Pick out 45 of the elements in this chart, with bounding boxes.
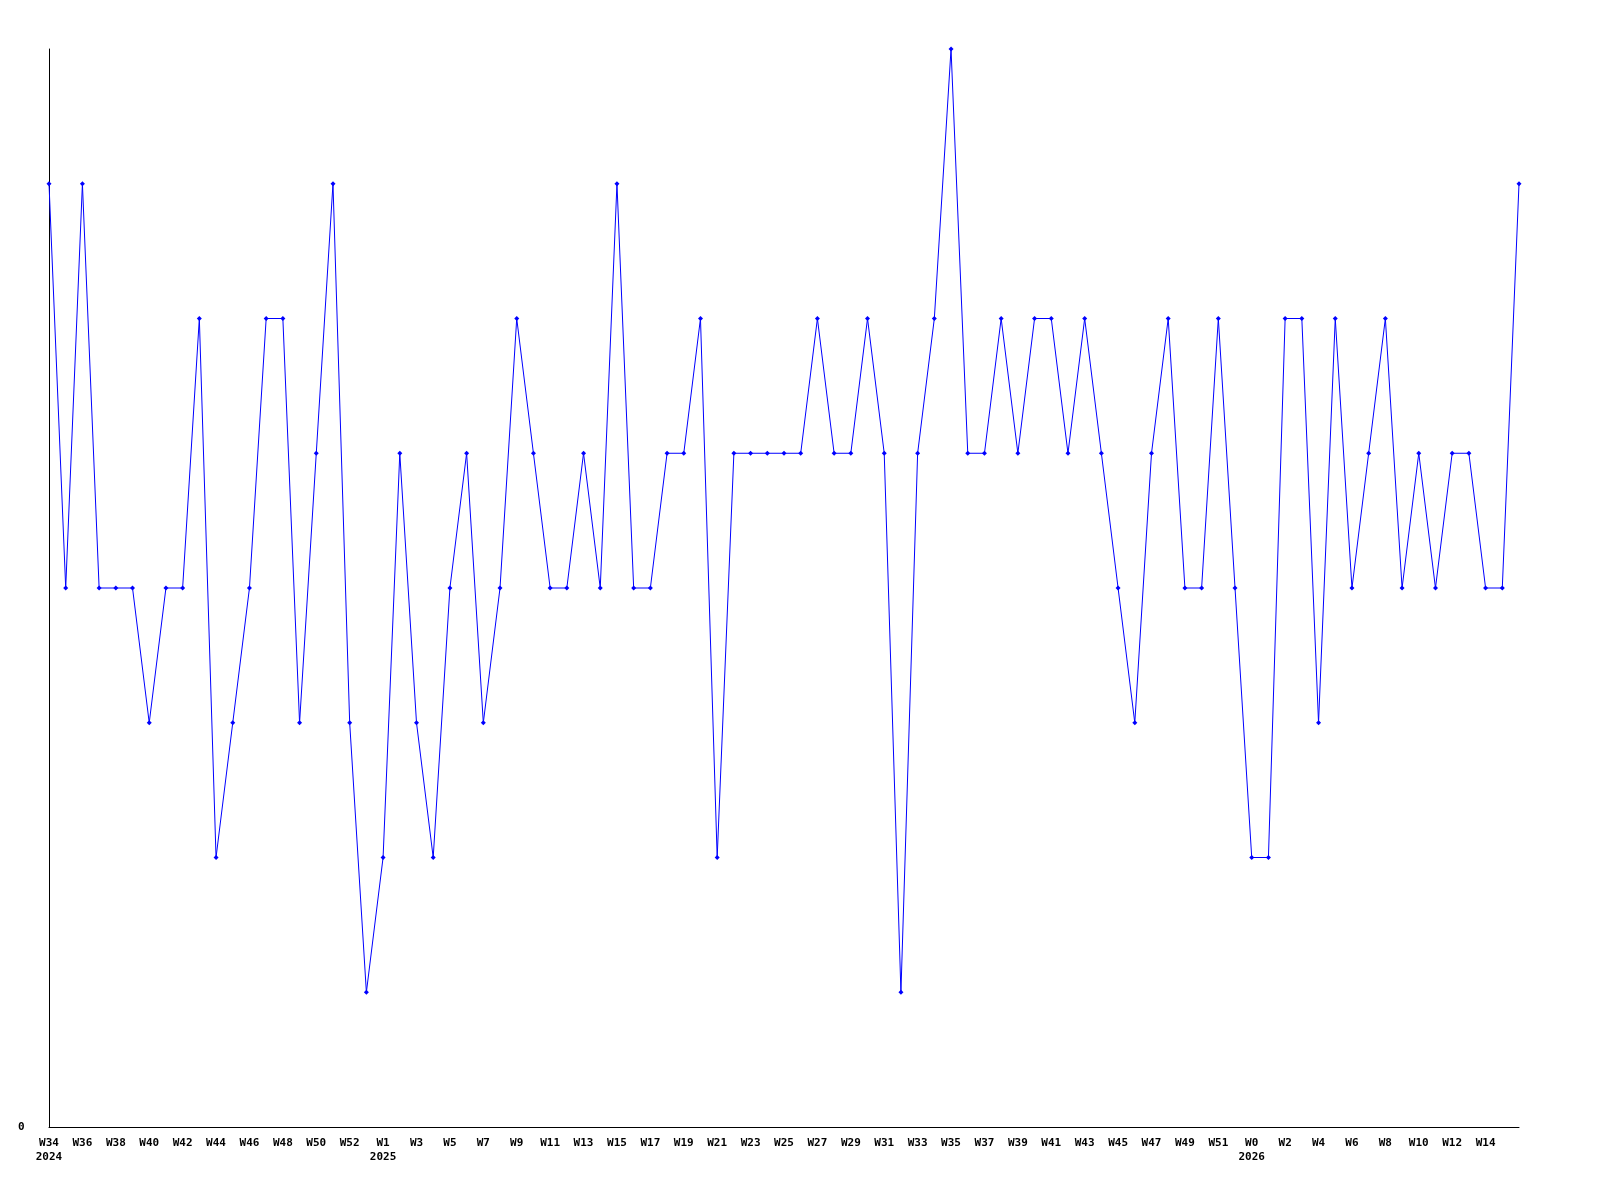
x-tick-label: W3 (409, 1135, 424, 1149)
x-tick-label: W40 (139, 1135, 160, 1149)
x-tick-label: W34 2024 (35, 1135, 63, 1163)
x-tick-label: W29 (840, 1135, 861, 1149)
x-tick-label: W36 (72, 1135, 93, 1149)
x-tick-label: W25 (774, 1135, 794, 1149)
x-tick-label: W43 (1074, 1135, 1095, 1149)
x-tick-label: W0 2026 (1238, 1135, 1266, 1163)
x-tick-label: W9 (510, 1135, 524, 1149)
x-tick-label: W33 (907, 1135, 928, 1149)
x-tick-label: W46 (239, 1135, 260, 1149)
x-tick-label: W15 (607, 1135, 627, 1149)
x-tick-label: W2 (1278, 1135, 1292, 1149)
x-tick-label: W12 (1442, 1135, 1463, 1149)
x-tick-label: W13 (573, 1135, 594, 1149)
x-tick-label: W35 (941, 1135, 961, 1149)
x-tick-label: W41 (1041, 1135, 1062, 1149)
x-tick-label: W5 (443, 1135, 457, 1149)
x-tick-label: W23 (740, 1135, 761, 1149)
x-tick-label: W42 (172, 1135, 193, 1149)
x-tick-label: W48 (272, 1135, 293, 1149)
x-tick-label: W39 (1007, 1135, 1028, 1149)
x-tick-label: W19 (673, 1135, 694, 1149)
x-tick-label: W4 (1311, 1135, 1326, 1149)
x-tick-label: W50 (306, 1135, 327, 1149)
x-tick-label: W31 (874, 1135, 895, 1149)
x-tick-label: W27 (807, 1135, 828, 1149)
x-tick-label: W17 (640, 1135, 661, 1149)
x-tick-label: W21 (707, 1135, 728, 1149)
x-tick-label: W51 (1208, 1135, 1229, 1149)
x-tick-label: W14 (1475, 1135, 1496, 1149)
x-tick-label: W38 (105, 1135, 126, 1149)
x-tick-label: W44 (206, 1135, 227, 1149)
x-tick-label: W49 (1174, 1135, 1195, 1149)
x-tick-label: W6 (1345, 1135, 1359, 1149)
x-tick-label: W8 (1378, 1135, 1392, 1149)
x-tick-label: W47 (1141, 1135, 1162, 1149)
x-tick-label: W52 (339, 1135, 360, 1149)
x-tick-label: W1 2025 (369, 1135, 397, 1163)
text: 0 (18, 1120, 25, 1133)
x-tick-label: W7 (476, 1135, 490, 1149)
x-tick-label: W37 (974, 1135, 995, 1149)
x-tick-label: W45 (1108, 1135, 1129, 1149)
x-tick-label: W11 (540, 1135, 561, 1149)
x-tick-label: W10 (1408, 1135, 1429, 1149)
